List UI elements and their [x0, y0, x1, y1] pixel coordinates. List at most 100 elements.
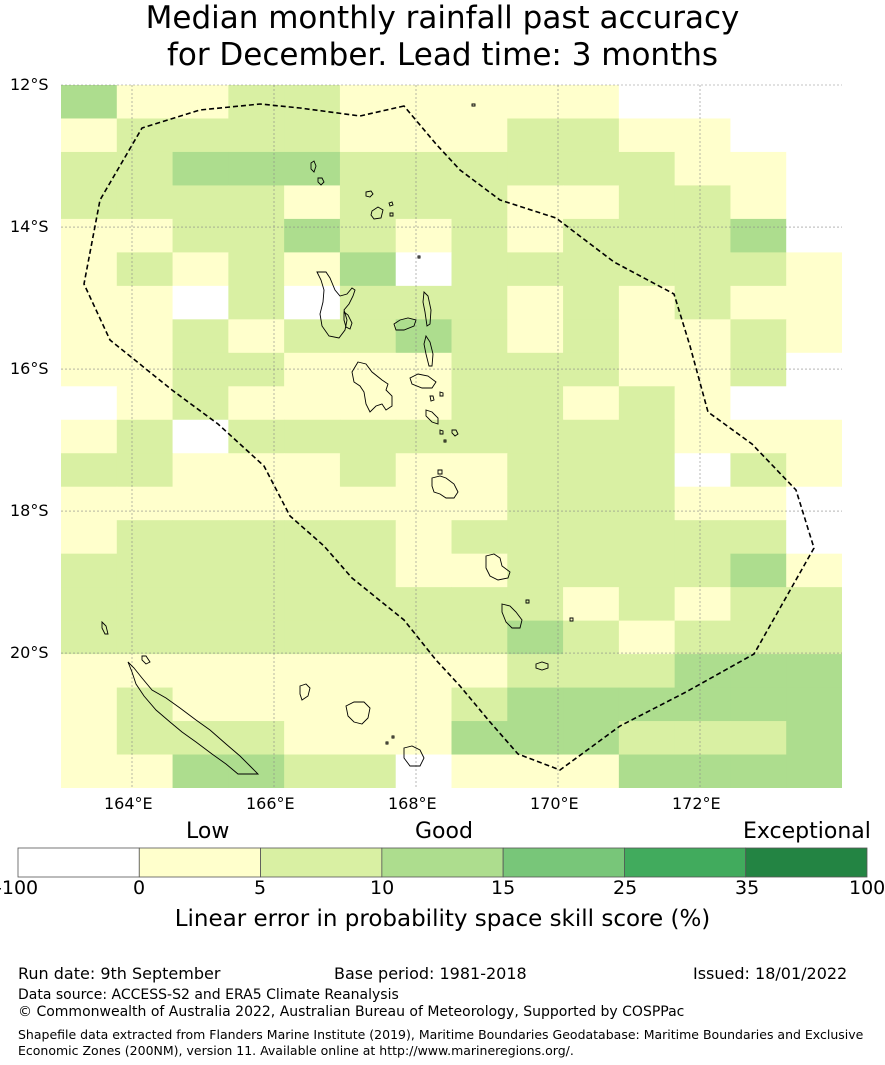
grid-cell — [730, 620, 787, 655]
grid-cell — [228, 654, 285, 689]
grid-cell — [172, 185, 229, 220]
grid-cell — [507, 118, 564, 153]
grid-cell — [228, 319, 285, 354]
grid-cell — [61, 285, 118, 320]
island-nguna — [437, 469, 443, 475]
grid-cell — [451, 587, 508, 622]
grid-cell — [563, 587, 620, 622]
grid-cell — [730, 118, 787, 153]
copyright: © Commonwealth of Australia 2022, Austra… — [18, 1004, 685, 1020]
island-malo — [343, 311, 353, 330]
grid-cell — [563, 352, 620, 387]
category-low: Low — [186, 819, 230, 844]
lat-label-20s: 20°S — [10, 643, 49, 662]
grid-cell — [563, 620, 620, 655]
grid-cell — [618, 85, 676, 119]
grid-cell — [172, 85, 229, 119]
cb-tick-0: -100 — [0, 877, 39, 899]
grid-cell — [339, 386, 397, 421]
grid-cell — [284, 218, 341, 253]
grid-cell — [172, 520, 229, 555]
island-lifou — [345, 701, 371, 725]
grid-cell — [786, 654, 842, 689]
grid-cell — [395, 218, 452, 253]
grid-cell — [339, 721, 397, 756]
island-lopevi — [439, 391, 444, 397]
grid-cell — [284, 520, 341, 555]
grid-cell — [507, 486, 564, 521]
grid-cell — [451, 754, 508, 788]
colorbar-label: Linear error in probability space skill … — [174, 906, 711, 932]
grid-cell — [339, 319, 397, 354]
grid-cell — [618, 285, 676, 320]
grid-cell — [563, 85, 620, 119]
grid-cell — [61, 486, 118, 521]
grid-cell — [395, 118, 452, 153]
island-aniwa — [525, 599, 530, 604]
coastlines — [101, 103, 574, 775]
grid-cell — [674, 118, 731, 153]
grid-cell — [284, 587, 341, 622]
grid-cell — [228, 687, 285, 722]
grid-cell — [563, 654, 620, 689]
island-shepherd-small — [443, 439, 447, 443]
grid-cell — [395, 620, 452, 655]
category-good: Good — [415, 819, 473, 844]
grid-cell — [451, 352, 508, 387]
grid-cell — [339, 151, 397, 186]
grid-cell — [284, 151, 341, 186]
grid-cell — [339, 553, 397, 588]
grid-cell — [228, 118, 285, 153]
grid-cell — [618, 654, 676, 689]
grid-cell — [674, 453, 731, 488]
grid-cell — [674, 419, 731, 454]
grid-cell — [172, 218, 229, 253]
grid-cell — [172, 721, 229, 756]
grid-cell — [563, 419, 620, 454]
grid-cell — [451, 386, 508, 421]
grid-cell — [116, 754, 174, 788]
grid-cell — [563, 319, 620, 354]
cb-tick-1: 0 — [133, 877, 146, 899]
grid-cell — [618, 151, 676, 186]
grid-cell — [61, 85, 118, 119]
lat-label-14s: 14°S — [10, 217, 49, 236]
grid-cell — [730, 721, 787, 756]
grid-cell — [284, 687, 341, 722]
grid-cell — [395, 85, 452, 119]
grid-cell — [786, 687, 842, 722]
grid-cell — [507, 319, 564, 354]
grid-cell — [172, 285, 229, 320]
grid-cell — [730, 85, 787, 119]
grid-cell — [116, 687, 174, 722]
grid-cell — [61, 654, 118, 689]
grid-cell — [786, 185, 842, 220]
grid-cell — [172, 419, 229, 454]
grid-cell — [284, 721, 341, 756]
grid-cell — [451, 118, 508, 153]
grid-cell — [284, 185, 341, 220]
grid-cell — [730, 285, 787, 320]
grid-cell — [730, 319, 787, 354]
grid-cell — [284, 85, 341, 119]
grid-cell — [786, 553, 842, 588]
grid-cell — [116, 553, 174, 588]
grid-cell — [339, 185, 397, 220]
grid-cell — [674, 721, 731, 756]
grid-cell — [228, 419, 285, 454]
grid-cell — [61, 319, 118, 354]
island-ureparapara — [317, 177, 325, 186]
island-paama — [429, 395, 435, 402]
grid-cell — [451, 553, 508, 588]
grid-cell — [563, 687, 620, 722]
grid-cell — [61, 151, 118, 186]
colorbar-swatch — [502, 847, 625, 878]
grid-cell — [116, 85, 174, 119]
grid-cell — [507, 285, 564, 320]
grid-cell — [284, 252, 341, 287]
grid-cell — [730, 520, 787, 555]
grid-cell — [116, 721, 174, 756]
grid-cell — [61, 453, 118, 488]
grid-cell — [61, 687, 118, 722]
grid-cell — [228, 620, 285, 655]
